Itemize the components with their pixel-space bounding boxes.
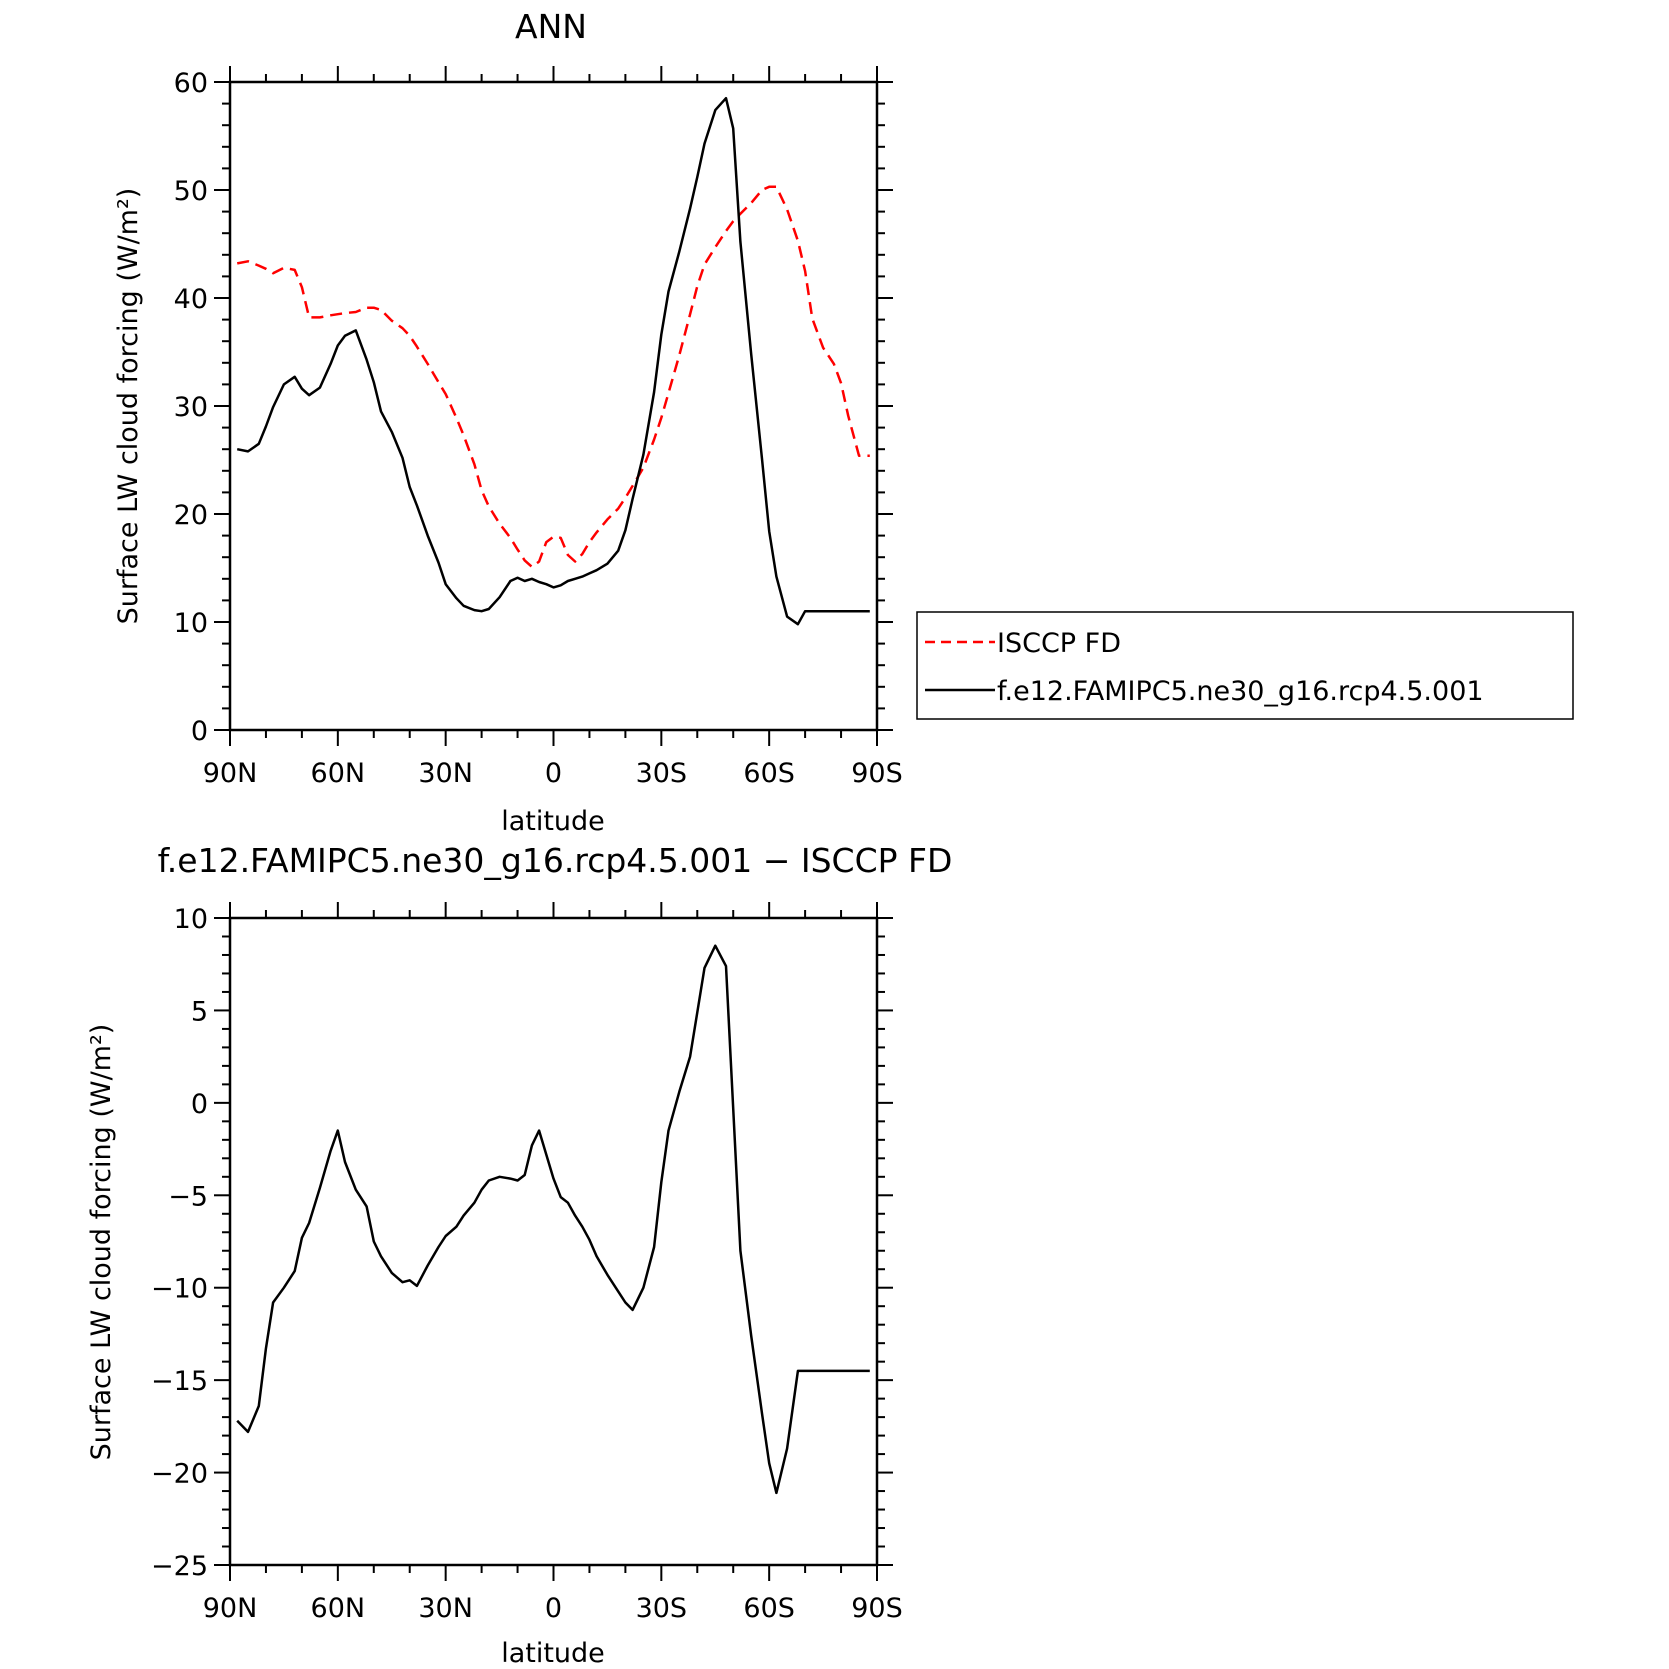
bottom-plot-frame — [228, 916, 879, 1567]
x-tick-label: 30S — [636, 1593, 688, 1624]
legend-label-model: f.e12.FAMIPC5.ne30_g16.rcp4.5.001 — [997, 676, 1484, 707]
x-tick-label: 90N — [203, 758, 258, 789]
bottom-panel: f.e12.FAMIPC5.ne30_g16.rcp4.5.001 − ISCC… — [86, 841, 952, 1669]
y-tick-label: 30 — [174, 392, 208, 423]
y-tick-label: 0 — [191, 716, 208, 747]
bottom-plot-marks: −25 −20 −15 −10 −5 0 5 10 90N 60N 30N 0 30S 60S 90S — [151, 902, 903, 1624]
x-tick-label: 30S — [636, 758, 688, 789]
x-tick-label: 60S — [743, 758, 795, 789]
x-tick-label: 0 — [545, 758, 562, 789]
x-tick-label: 60N — [311, 758, 366, 789]
y-tick-label: 50 — [174, 176, 208, 207]
y-tick-label: 10 — [174, 608, 208, 639]
legend-label-isccp: ISCCP FD — [997, 628, 1121, 659]
x-tick-label: 90S — [851, 758, 903, 789]
top-plot-frame — [228, 80, 879, 732]
bottom-plot-title: f.e12.FAMIPC5.ne30_g16.rcp4.5.001 − ISCC… — [158, 841, 953, 880]
y-tick-label: −25 — [151, 1551, 208, 1582]
x-tick-label: 90N — [203, 1593, 258, 1624]
y-tick-label: 60 — [174, 68, 208, 99]
x-tick-label: 60N — [311, 1593, 366, 1624]
bottom-y-axis-title: Surface LW cloud forcing (W/m²) — [86, 1024, 117, 1461]
top-y-axis-title: Surface LW cloud forcing (W/m²) — [113, 188, 144, 625]
x-tick-label: 30N — [418, 758, 473, 789]
y-tick-label: −15 — [151, 1366, 208, 1397]
top-plot-title: ANN — [515, 7, 587, 46]
legend: ISCCP FD f.e12.FAMIPC5.ne30_g16.rcp4.5.0… — [916, 611, 1574, 720]
legend-box — [916, 611, 1574, 720]
y-tick-label: −5 — [168, 1181, 208, 1212]
top-panel: ANN 0 10 20 30 40 50 60 90N 60N 30N 0 30S 60S 90S lat… — [113, 7, 903, 837]
y-tick-label: 5 — [191, 996, 208, 1027]
y-tick-label: −20 — [151, 1459, 208, 1490]
y-tick-label: 20 — [174, 500, 208, 531]
series-line-f-e12-famipc5-ne30-g16-rcp4-5-001 — [236, 96, 870, 626]
y-tick-label: −10 — [151, 1274, 208, 1305]
x-tick-label: 30N — [418, 1593, 473, 1624]
x-tick-label: 90S — [851, 1593, 903, 1624]
top-x-axis-title: latitude — [501, 806, 605, 837]
series-line-diff-0 — [236, 944, 870, 1495]
y-tick-label: 0 — [191, 1089, 208, 1120]
top-plot-marks: 0 10 20 30 40 50 60 90N 60N 30N 0 30S 60S 90S — [174, 66, 903, 789]
x-tick-label: 0 — [545, 1593, 562, 1624]
x-tick-label: 60S — [743, 1593, 795, 1624]
series-line-isccp-fd — [236, 185, 870, 569]
y-tick-label: 40 — [174, 284, 208, 315]
bottom-x-axis-title: latitude — [501, 1638, 605, 1669]
y-tick-label: 10 — [174, 904, 208, 935]
